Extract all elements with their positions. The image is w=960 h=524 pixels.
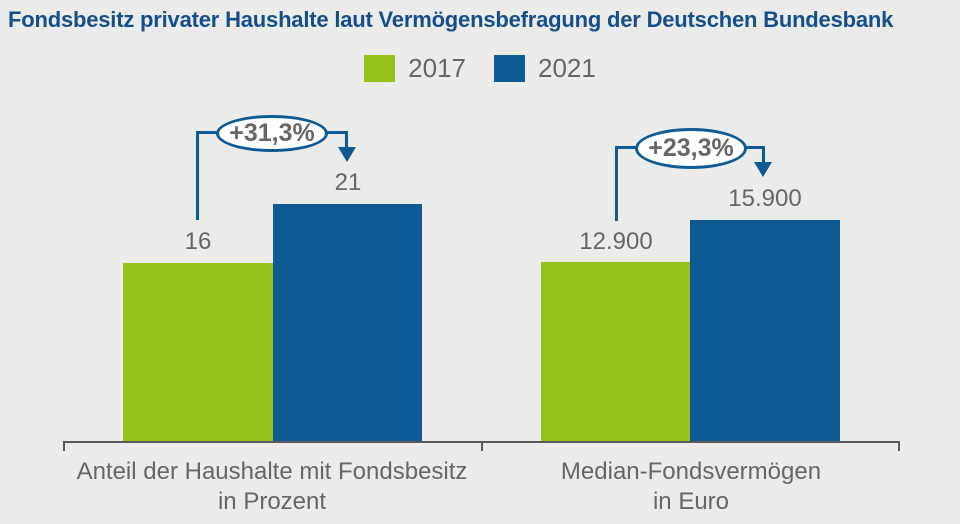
category-label-group2-line1: Median-Fondsvermögen bbox=[560, 458, 822, 485]
category-label-group2: Median-Fondsvermögen in Euro bbox=[482, 457, 900, 517]
annotation2-right-connector bbox=[744, 146, 765, 149]
x-axis-tick-middle bbox=[481, 441, 483, 451]
annotation1-left-line bbox=[196, 131, 199, 220]
bar-group2-2021 bbox=[690, 220, 840, 442]
legend-swatch-2021 bbox=[494, 55, 525, 82]
legend-item-2017: 2017 bbox=[364, 53, 466, 84]
legend: 2017 2021 bbox=[0, 53, 960, 84]
annotation1-change-bubble: +31,3% bbox=[216, 115, 328, 152]
category-label-group2-line2: in Euro bbox=[652, 488, 730, 515]
x-axis-tick-left bbox=[63, 441, 65, 451]
x-axis-tick-right bbox=[898, 441, 900, 451]
category-label-group1: Anteil der Haushalte mit Fondsbesitz in … bbox=[62, 457, 482, 517]
annotation1-arrow-shaft bbox=[345, 131, 348, 149]
chart-title: Fondsbesitz privater Haushalte laut Verm… bbox=[8, 7, 894, 32]
annotation1-left-connector bbox=[196, 131, 220, 134]
legend-item-2021: 2021 bbox=[494, 53, 596, 84]
annotation2-left-line bbox=[615, 146, 618, 221]
annotation2-arrow-shaft bbox=[762, 146, 765, 164]
annotation2-arrow-down-icon bbox=[754, 162, 772, 177]
annotation2-left-connector bbox=[615, 146, 638, 149]
bar-group1-2021 bbox=[273, 204, 422, 442]
value-label-group2-2017: 12.900 bbox=[579, 228, 653, 255]
value-label-group2-2021: 15.900 bbox=[728, 185, 802, 212]
annotation1-arrow-down-icon bbox=[338, 147, 356, 162]
category-label-group1-line2: in Prozent bbox=[217, 488, 327, 515]
bar-group2-2017 bbox=[541, 262, 690, 442]
value-label-group1-2021: 21 bbox=[334, 169, 362, 196]
bar-group1-2017 bbox=[123, 263, 273, 442]
annotation2-change-bubble: +23,3% bbox=[635, 128, 747, 169]
legend-swatch-2017 bbox=[364, 55, 396, 82]
category-label-group1-line1: Anteil der Haushalte mit Fondsbesitz bbox=[76, 458, 468, 485]
annotation1-right-connector bbox=[325, 131, 348, 134]
legend-label-2017: 2017 bbox=[408, 53, 466, 83]
legend-label-2021: 2021 bbox=[538, 53, 596, 83]
value-label-group1-2017: 16 bbox=[184, 228, 212, 255]
